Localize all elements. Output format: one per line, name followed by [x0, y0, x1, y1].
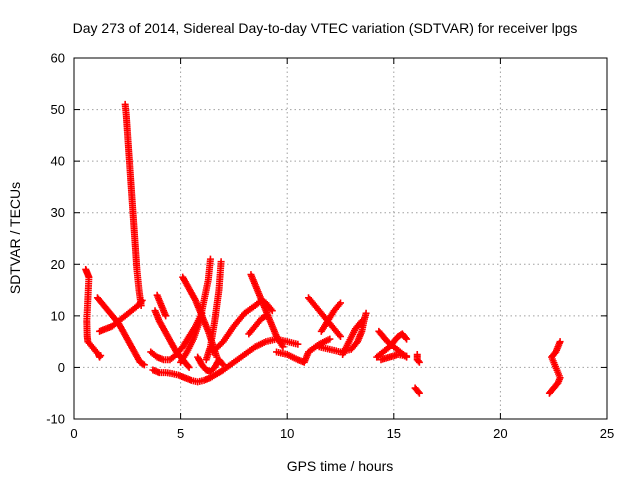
chart-title: Day 273 of 2014, Sidereal Day-to-day VTE… — [73, 20, 578, 36]
y-axis-label: SDTVAR / TECUs — [7, 182, 23, 294]
series-arc-x — [411, 384, 423, 397]
series-arc-g — [153, 291, 170, 320]
x-axis-label: GPS time / hours — [287, 458, 394, 474]
series-arc-j — [179, 273, 221, 361]
x-tick-label: 15 — [387, 426, 401, 441]
data-point — [140, 361, 148, 369]
series-arc-t — [339, 317, 366, 359]
data-point — [260, 313, 268, 321]
series-arc-r — [317, 299, 344, 335]
y-tick-label: 10 — [51, 308, 65, 323]
data-marks — [82, 100, 564, 397]
series-arc-y — [413, 351, 423, 366]
data-point — [217, 258, 225, 266]
series-arc-i-rising — [202, 258, 225, 364]
plot-frame — [73, 57, 608, 420]
series-arc-l-big — [209, 296, 276, 356]
series-arc-o — [245, 312, 270, 338]
grid-lines — [74, 58, 607, 419]
data-point — [337, 332, 344, 340]
y-tick-label: -10 — [46, 412, 65, 427]
series-arc-f-descending — [151, 307, 193, 371]
series-arc-e — [149, 366, 227, 386]
series-arc-k — [194, 353, 227, 376]
x-tick-label: 25 — [600, 426, 614, 441]
data-point — [185, 363, 193, 371]
data-point — [97, 352, 105, 360]
data-point — [402, 334, 410, 342]
data-point — [556, 338, 564, 346]
axis-ticks: 0 5 10 15 20 25 -10 0 10 20 30 40 50 60 — [46, 51, 614, 442]
data-point — [403, 352, 411, 360]
series-arc-w — [377, 351, 411, 364]
series-arc-a-tall — [121, 100, 145, 310]
y-tick-label: 20 — [51, 257, 65, 272]
y-tick-label: 60 — [51, 51, 65, 66]
y-tick-label: 30 — [51, 205, 65, 220]
data-point — [414, 357, 422, 365]
series-arc-n-descending — [247, 271, 287, 351]
y-tick-label: 50 — [51, 102, 65, 117]
data-point — [415, 358, 423, 366]
data-point — [415, 389, 423, 397]
data-point — [294, 340, 302, 348]
data-point — [403, 335, 411, 343]
data-point — [139, 360, 147, 368]
data-point — [279, 343, 287, 351]
data-point — [138, 296, 146, 304]
series-late-arcs — [545, 338, 564, 397]
x-tick-label: 5 — [177, 426, 184, 441]
data-point — [184, 362, 192, 370]
data-point — [206, 255, 214, 263]
data-point — [362, 309, 370, 317]
data-point — [326, 335, 334, 343]
data-point — [162, 312, 170, 320]
data-point — [262, 312, 270, 320]
x-tick-label: 10 — [280, 426, 294, 441]
series-arc-q — [305, 294, 344, 340]
y-tick-label: 0 — [58, 360, 65, 375]
series-early-arcs — [82, 265, 105, 361]
y-tick-label: 40 — [51, 154, 65, 169]
series-arc-m — [219, 335, 302, 374]
x-tick-label: 20 — [493, 426, 507, 441]
data-point — [358, 317, 366, 325]
data-point — [218, 360, 226, 368]
data-point — [414, 388, 422, 396]
series-arc-c — [96, 296, 146, 335]
data-point — [337, 299, 344, 307]
x-tick-label: 0 — [70, 426, 77, 441]
data-point — [137, 298, 145, 306]
data-point — [268, 307, 276, 315]
